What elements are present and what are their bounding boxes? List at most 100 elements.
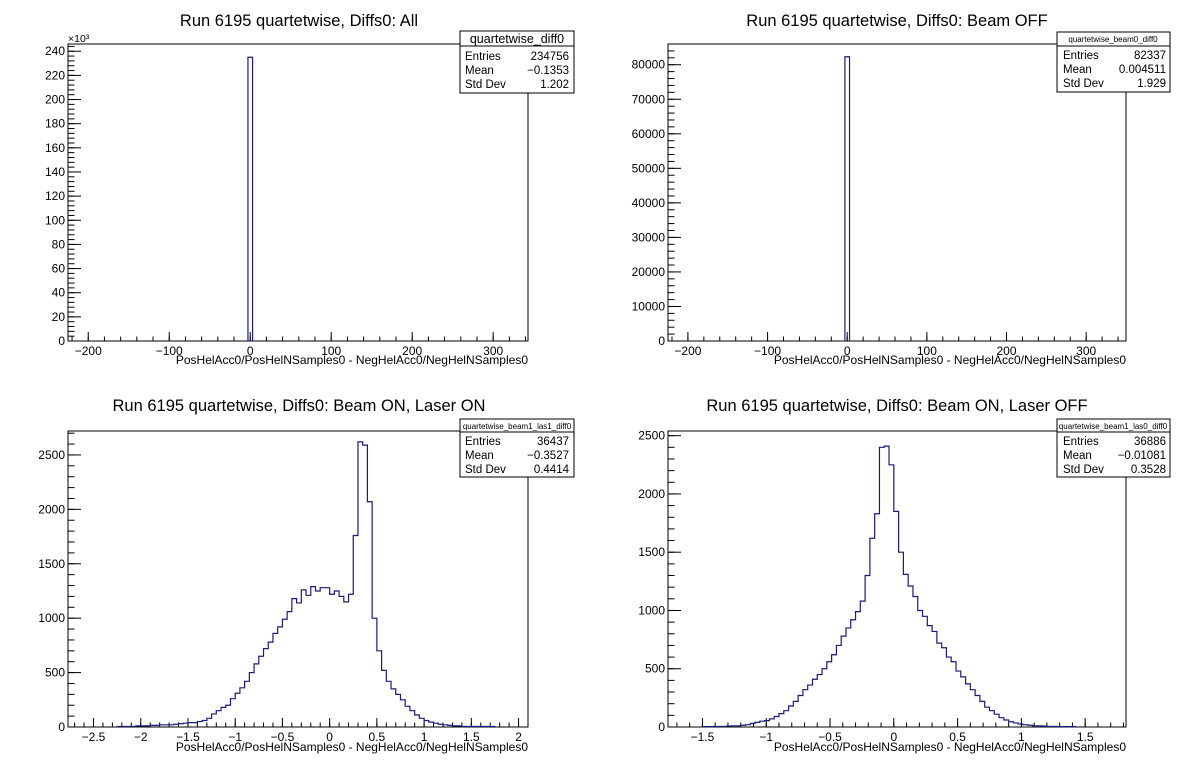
histogram-bin [808, 685, 813, 727]
stats-box-name: quartetwise_beam1_las0_diff0 [1059, 422, 1168, 431]
y-tick-label: 2500 [638, 429, 665, 443]
chart-panel-beam-off: Run 6195 quartetwise, Diffs0: Beam OFF P… [632, 12, 1171, 367]
stats-value-entries: 36437 [537, 436, 569, 448]
x-tick-label: 200 [402, 344, 422, 358]
x-tick-label: −200 [674, 344, 701, 358]
histogram-bin [230, 699, 235, 727]
histogram-bin [875, 514, 880, 727]
stats-label-entries: Entries [465, 51, 501, 63]
stats-label-entries: Entries [1063, 50, 1099, 62]
axis-ticks: −200 −100 0 100 200 300 0 10000 20000 30000 40000 5… [632, 43, 1119, 358]
x-tick-label: 0.5 [949, 730, 966, 744]
histogram-bin [774, 717, 779, 727]
histogram-bin [287, 612, 292, 727]
x-tick-label: 1.5 [463, 730, 480, 744]
y-tick-label: 100 [45, 213, 65, 227]
histogram-bin [951, 662, 956, 727]
histogram-bin [353, 535, 358, 727]
histogram-bin [391, 689, 396, 727]
histogram-bin [193, 723, 198, 727]
y-tick-label: 50000 [632, 161, 666, 175]
y-tick-label: 20 [52, 310, 66, 324]
histogram-bin [884, 446, 889, 727]
histogram-bin [975, 696, 980, 727]
histogram-bin [942, 648, 947, 727]
y-tick-label: 0 [658, 720, 665, 734]
y-multiplier-label: ×10³ [68, 33, 90, 45]
y-tick-label: 2500 [38, 448, 65, 462]
stats-box: quartetwise_beam0_diff0 Entries 82337 Me… [1056, 31, 1171, 93]
x-tick-label: 300 [483, 344, 503, 358]
y-tick-label: 60 [52, 262, 66, 276]
stats-value-stddev: 0.4414 [534, 464, 570, 476]
histogram-bin [363, 445, 368, 727]
stats-label-entries: Entries [1063, 436, 1099, 448]
histogram-bin [812, 679, 817, 727]
y-tick-label: 30000 [632, 230, 666, 244]
histogram-bin [989, 711, 994, 727]
y-tick-label: 1000 [638, 603, 665, 617]
chart-title: Run 6195 quartetwise, Diffs0: Beam OFF [746, 12, 1047, 30]
stats-label-mean: Mean [465, 450, 494, 462]
histogram-bin [400, 700, 405, 727]
histogram-bin [932, 631, 937, 727]
x-tick-label: −100 [156, 344, 183, 358]
histogram-bin [765, 721, 770, 727]
x-tick-label: −0.5 [271, 730, 295, 744]
x-tick-label: 100 [321, 344, 341, 358]
stats-box-name: quartetwise_beam1_las1_diff0 [463, 422, 572, 431]
histogram-bin [377, 651, 382, 727]
chart-panel-beam-on-laser-on: Run 6195 quartetwise, Diffs0: Beam ON, L… [38, 397, 575, 754]
x-tick-label: 0.5 [369, 730, 386, 744]
histogram-bin [320, 588, 325, 727]
stats-value-stddev: 1.202 [540, 79, 569, 91]
y-tick-label: 70000 [632, 92, 666, 106]
y-tick-label: 0 [658, 334, 665, 348]
x-tick-label: −1 [759, 730, 773, 744]
y-tick-label: 2000 [638, 487, 665, 501]
histogram-bin [1009, 722, 1014, 727]
stats-box-frame [459, 418, 575, 478]
y-tick-label: 2000 [38, 502, 65, 516]
histogram-bin [282, 619, 287, 727]
plot-frame [667, 43, 1127, 342]
x-tick-label: −0.5 [818, 730, 842, 744]
histogram-bin [382, 670, 387, 727]
histogram-bin [889, 465, 894, 727]
histogram-bin [292, 599, 297, 727]
histogram-bin [197, 722, 202, 727]
histogram-outline [701, 445, 1077, 728]
histogram-bin [344, 602, 349, 727]
plot-frame [667, 430, 1127, 728]
stats-value-stddev: 0.3528 [1131, 464, 1166, 476]
histogram-bin [207, 718, 212, 727]
histogram-bin [980, 701, 985, 727]
x-tick-label: −1.5 [691, 730, 715, 744]
x-axis-label: PosHelAcc0/PosHelNSamples0 - NegHelAcc0/… [176, 740, 528, 754]
x-tick-label: 0 [247, 344, 254, 358]
stats-box: quartetwise_beam1_las1_diff0 Entries 364… [459, 418, 575, 478]
stats-box-name: quartetwise_beam0_diff0 [1068, 35, 1158, 44]
chart-panel-beam-on-laser-off: Run 6195 quartetwise, Diffs0: Beam ON, L… [638, 397, 1171, 754]
x-tick-label: 0 [844, 344, 851, 358]
histogram-bin [956, 671, 961, 727]
histogram-bin [822, 669, 827, 727]
histogram-bin [367, 502, 372, 727]
histogram-bin [249, 673, 254, 727]
histogram-bin [358, 442, 363, 727]
histogram-bin [216, 711, 221, 727]
histogram-series [247, 56, 254, 341]
histogram-bin [273, 633, 278, 727]
histogram-bin [856, 612, 861, 727]
stats-label-stddev: Std Dev [1063, 464, 1104, 476]
stats-label-mean: Mean [465, 65, 494, 77]
y-tick-label: 20000 [632, 265, 666, 279]
histogram-bin [899, 552, 904, 727]
histogram-bin [879, 447, 884, 727]
y-tick-label: 1500 [38, 557, 65, 571]
histogram-bin [254, 664, 259, 727]
x-tick-label: −1 [228, 730, 242, 744]
histogram-bin [248, 57, 253, 341]
histogram-bin [755, 722, 760, 727]
